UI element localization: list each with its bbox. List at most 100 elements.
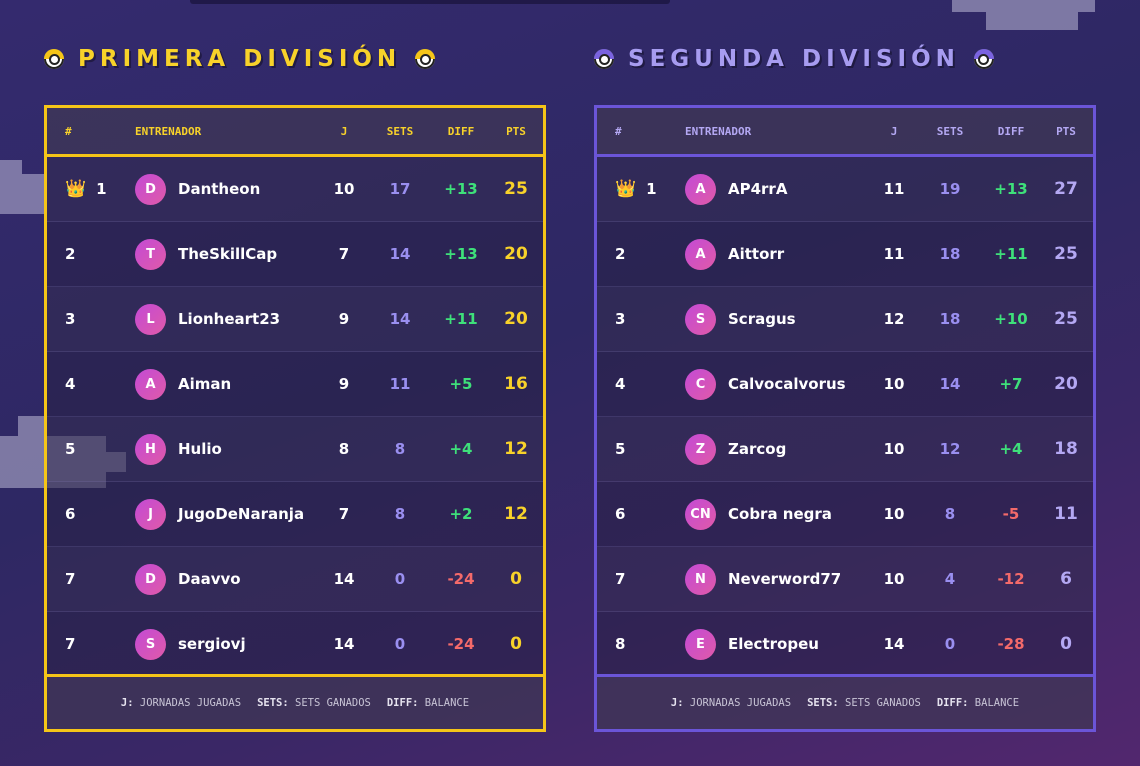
position-value: 5 [615, 440, 626, 458]
coach-name: TheSkillCap [178, 245, 278, 263]
position-cell: 5 [597, 440, 685, 458]
diff-value: -12 [997, 570, 1025, 588]
division-title: SEGUNDA DIVISIÓN [594, 44, 1096, 74]
j-value: 9 [338, 375, 350, 393]
table-row[interactable]: 2 T TheSkillCap 7 14 +13 20 [47, 222, 543, 287]
coach-name: Calvocalvorus [728, 375, 846, 393]
table-row[interactable]: 5 Z Zarcog 10 12 +4 18 [597, 417, 1093, 482]
legend-item: DIFF: BALANCE [937, 697, 1019, 709]
position-cell: 3 [597, 310, 685, 328]
j-value: 10 [883, 440, 905, 458]
avatar: CN [685, 498, 716, 530]
legend-text: SETS GANADOS [295, 697, 371, 709]
pokeball-icon [44, 49, 64, 69]
legend-item: SETS: SETS GANADOS [257, 697, 371, 709]
coach-cell: C Calvocalvorus [685, 368, 871, 400]
pts-value: 20 [504, 244, 528, 264]
table-row[interactable]: 👑 1 D Dantheon 10 17 +13 25 [47, 157, 543, 222]
header-j: J [890, 124, 898, 138]
avatar: L [135, 303, 166, 335]
pts-value: 0 [1060, 634, 1072, 654]
avatar: A [685, 173, 716, 205]
coach-name: Dantheon [178, 180, 261, 198]
table-row[interactable]: 7 N Neverword77 10 4 -12 6 [597, 547, 1093, 612]
legend-text: SETS GANADOS [845, 697, 921, 709]
legend-key: DIFF: [936, 697, 969, 709]
sets-value: 18 [939, 245, 961, 263]
position-cell: 7 [47, 570, 135, 588]
pts-value: 20 [1054, 374, 1078, 394]
table-row[interactable]: 7 D Daavvo 14 0 -24 0 [47, 547, 543, 612]
coach-cell: T TheSkillCap [135, 238, 321, 270]
sets-value: 0 [944, 635, 956, 653]
avatar: D [135, 563, 166, 595]
table-row[interactable]: 3 S Scragus 12 18 +10 25 [597, 287, 1093, 352]
avatar: E [685, 628, 716, 660]
coach-name: Electropeu [728, 635, 819, 653]
table-row[interactable]: 6 CN Cobra negra 10 8 -5 11 [597, 482, 1093, 547]
pts-value: 12 [504, 504, 528, 524]
position-cell: 6 [47, 505, 135, 523]
pokeball-icon [973, 49, 994, 69]
diff-value: -24 [447, 570, 475, 588]
segunda-division: SEGUNDA DIVISIÓN # ENTRENADOR J SETS DIF… [594, 44, 1096, 732]
table-body: 👑 1 D Dantheon 10 17 +13 25 2 T TheSkillCap… [47, 157, 543, 677]
table-row[interactable]: 4 A Aiman 9 11 +5 16 [47, 352, 543, 417]
top-decor-bar [190, 0, 670, 4]
avatar: S [685, 303, 716, 335]
table-row[interactable]: 8 E Electropeu 14 0 -28 0 [597, 612, 1093, 677]
coach-name: JugoDeNaranja [178, 505, 305, 523]
pixel-decor [0, 174, 44, 214]
position-cell: 2 [47, 245, 135, 263]
legend-text: JORNADAS JUGADAS [139, 697, 242, 709]
avatar: H [135, 433, 166, 465]
pts-value: 6 [1060, 569, 1072, 589]
pts-value: 0 [510, 569, 522, 589]
j-value: 11 [883, 245, 905, 263]
diff-value: +4 [999, 440, 1023, 458]
position-value: 5 [65, 440, 76, 458]
diff-value: +13 [444, 245, 478, 263]
position-value: 2 [65, 245, 76, 263]
table-legend: J: JORNADAS JUGADAS SETS: SETS GANADOS D… [47, 674, 543, 729]
pixel-decor [986, 12, 1078, 30]
position-cell: 👑 1 [597, 179, 685, 199]
pts-value: 0 [510, 634, 522, 654]
position-value: 1 [646, 180, 657, 198]
sets-value: 8 [944, 505, 956, 523]
diff-value: +13 [444, 180, 478, 198]
position-cell: 5 [47, 440, 135, 458]
legend-item: SETS: SETS GANADOS [807, 697, 921, 709]
diff-value: +11 [994, 245, 1028, 263]
legend-key: J: [120, 697, 134, 709]
coach-name: sergiovj [178, 635, 246, 653]
table-row[interactable]: 3 L Lionheart23 9 14 +11 20 [47, 287, 543, 352]
division-name: PRIMERA DIVISIÓN [78, 46, 402, 72]
sets-value: 14 [389, 310, 411, 328]
legend-text: JORNADAS JUGADAS [689, 697, 792, 709]
coach-name: Hulio [178, 440, 222, 458]
position-cell: 2 [597, 245, 685, 263]
coach-name: Lionheart23 [178, 310, 281, 328]
avatar: A [685, 238, 716, 270]
table-row[interactable]: 4 C Calvocalvorus 10 14 +7 20 [597, 352, 1093, 417]
crown-icon: 👑 [65, 179, 87, 199]
coach-cell: E Electropeu [685, 628, 871, 660]
j-value: 14 [883, 635, 905, 653]
position-cell: 3 [47, 310, 135, 328]
diff-value: +10 [994, 310, 1028, 328]
division-title: PRIMERA DIVISIÓN [44, 44, 546, 74]
position-value: 4 [65, 375, 76, 393]
coach-name: Aiman [178, 375, 232, 393]
table-row[interactable]: 6 J JugoDeNaranja 7 8 +2 12 [47, 482, 543, 547]
header-diff: DIFF [997, 124, 1025, 138]
table-row[interactable]: 5 H Hulio 8 8 +4 12 [47, 417, 543, 482]
pts-value: 11 [1054, 504, 1078, 524]
table-row[interactable]: 2 A Aittorr 11 18 +11 25 [597, 222, 1093, 287]
legend-item: J: JORNADAS JUGADAS [121, 697, 241, 709]
table-row[interactable]: 👑 1 A AP4rrA 11 19 +13 27 [597, 157, 1093, 222]
header-pos: # [615, 124, 622, 138]
diff-value: +11 [444, 310, 478, 328]
table-header: # ENTRENADOR J SETS DIFF PTS [597, 108, 1093, 157]
